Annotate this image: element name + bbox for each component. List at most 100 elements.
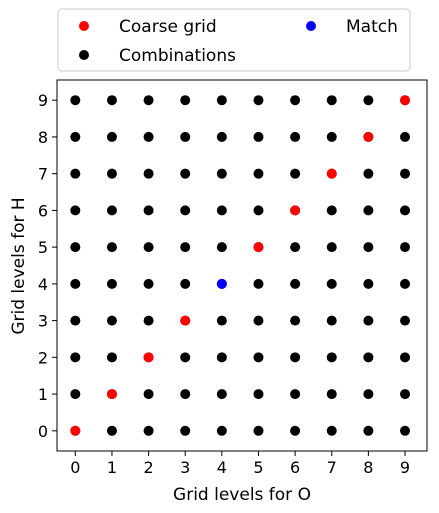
legend-label-match: Match <box>346 17 398 37</box>
x-tick-label-0: 0 <box>70 458 80 477</box>
point-combination <box>180 205 191 216</box>
point-combination <box>253 168 264 179</box>
point-combination <box>106 352 117 363</box>
y-axis: 0 1 2 3 4 5 6 7 8 9 <box>38 91 57 441</box>
point-combination <box>216 389 227 400</box>
point-combination <box>216 168 227 179</box>
point-combination <box>326 242 337 253</box>
point-combination <box>216 425 227 436</box>
point-coarse-grid <box>70 425 81 436</box>
x-tick-label-7: 7 <box>327 458 337 477</box>
point-combination <box>400 131 411 142</box>
point-combination <box>216 352 227 363</box>
x-tick-label-5: 5 <box>253 458 263 477</box>
point-combination <box>70 205 81 216</box>
point-combination <box>70 278 81 289</box>
point-combination <box>143 131 154 142</box>
legend-marker-match <box>306 21 316 31</box>
point-combination <box>106 278 117 289</box>
point-combination <box>400 168 411 179</box>
point-combination <box>400 425 411 436</box>
point-combination <box>106 205 117 216</box>
y-tick-label-5: 5 <box>38 238 48 257</box>
point-coarse-grid <box>253 242 264 253</box>
point-combination <box>70 352 81 363</box>
point-combination <box>106 95 117 106</box>
point-combination <box>143 389 154 400</box>
y-tick-label-6: 6 <box>38 201 48 220</box>
point-combination <box>216 315 227 326</box>
point-combination <box>180 168 191 179</box>
point-combination <box>253 425 264 436</box>
point-combination <box>180 131 191 142</box>
point-combination <box>70 315 81 326</box>
y-tick-label-0: 0 <box>38 422 48 441</box>
x-tick-label-1: 1 <box>107 458 117 477</box>
point-combination <box>290 278 301 289</box>
point-combination <box>216 131 227 142</box>
point-combination <box>253 352 264 363</box>
point-combination <box>326 205 337 216</box>
point-coarse-grid <box>326 168 337 179</box>
legend-label-combinations: Combinations <box>119 46 236 66</box>
point-combination <box>106 425 117 436</box>
point-combination <box>253 315 264 326</box>
point-combination <box>326 315 337 326</box>
point-combination <box>143 205 154 216</box>
y-tick-label-3: 3 <box>38 312 48 331</box>
legend-label-coarse-grid: Coarse grid <box>119 17 217 37</box>
point-combination <box>363 242 374 253</box>
point-combination <box>290 315 301 326</box>
x-tick-label-3: 3 <box>180 458 190 477</box>
point-combination <box>253 131 264 142</box>
point-combination <box>253 278 264 289</box>
point-combination <box>180 242 191 253</box>
point-combination <box>290 95 301 106</box>
point-coarse-grid <box>400 95 411 106</box>
y-tick-label-4: 4 <box>38 275 48 294</box>
point-combination <box>180 389 191 400</box>
point-combination <box>400 205 411 216</box>
point-combination <box>326 95 337 106</box>
point-combination <box>400 278 411 289</box>
point-combination <box>106 131 117 142</box>
point-combination <box>290 168 301 179</box>
x-tick-label-2: 2 <box>143 458 153 477</box>
point-match <box>216 278 227 289</box>
point-coarse-grid <box>363 131 374 142</box>
point-combination <box>70 131 81 142</box>
point-combination <box>143 278 154 289</box>
point-combination <box>253 389 264 400</box>
point-combination <box>180 95 191 106</box>
point-combination <box>326 131 337 142</box>
x-tick-label-4: 4 <box>217 458 227 477</box>
point-combination <box>216 205 227 216</box>
legend: Coarse grid Match Combinations <box>57 8 411 72</box>
point-combination <box>180 425 191 436</box>
point-combination <box>326 389 337 400</box>
point-combination <box>363 168 374 179</box>
point-combination <box>363 425 374 436</box>
point-combination <box>143 95 154 106</box>
point-combination <box>400 352 411 363</box>
point-combination <box>70 95 81 106</box>
point-combination <box>326 352 337 363</box>
point-combination <box>363 205 374 216</box>
plot-area <box>56 79 428 452</box>
x-axis-label: Grid levels for O <box>173 485 311 505</box>
x-axis: 0 1 2 3 4 5 6 7 8 9 <box>70 451 410 477</box>
x-tick-label-8: 8 <box>363 458 373 477</box>
point-combination <box>363 278 374 289</box>
point-combination <box>106 242 117 253</box>
point-combination <box>143 168 154 179</box>
point-combination <box>70 168 81 179</box>
point-combination <box>180 352 191 363</box>
point-combination <box>363 315 374 326</box>
x-tick-label-6: 6 <box>290 458 300 477</box>
point-coarse-grid <box>290 205 301 216</box>
legend-marker-combinations <box>79 50 89 60</box>
point-combination <box>106 315 117 326</box>
point-coarse-grid <box>143 352 154 363</box>
